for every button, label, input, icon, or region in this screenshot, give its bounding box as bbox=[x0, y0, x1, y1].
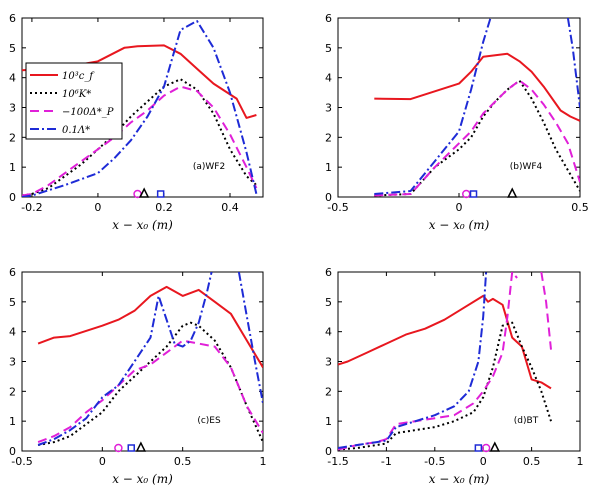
circle-marker bbox=[481, 443, 491, 453]
x-axis-label: x − x₀ (m) bbox=[429, 472, 490, 486]
legend-label: −100Δ*_P bbox=[62, 107, 114, 118]
k-line bbox=[37, 321, 263, 446]
x-tick-label: -0.5 bbox=[11, 455, 32, 468]
y-tick-label: 2 bbox=[9, 131, 16, 144]
y-tick-label: 2 bbox=[9, 385, 16, 398]
square-marker bbox=[127, 444, 136, 452]
legend-label: 10⁶K* bbox=[62, 89, 91, 100]
circle-marker bbox=[462, 189, 471, 199]
deltap-line bbox=[338, 272, 518, 451]
lambda-line bbox=[338, 272, 488, 449]
square-marker bbox=[469, 190, 478, 198]
x-tick-label: -0.2 bbox=[21, 201, 42, 214]
x-tick-label: 0.2 bbox=[155, 201, 173, 214]
y-tick-label: 6 bbox=[325, 266, 332, 279]
lambda-line bbox=[566, 18, 580, 108]
y-tick-label: 6 bbox=[9, 12, 16, 25]
x-tick-label: 0 bbox=[480, 455, 487, 468]
triangle-marker bbox=[489, 441, 501, 452]
y-tick-label: 6 bbox=[9, 266, 16, 279]
y-tick-label: 6 bbox=[325, 12, 332, 25]
legend: 10³c_f 10⁶K* −100Δ*_P 0.1Λ* bbox=[25, 62, 123, 140]
y-tick-label: 5 bbox=[325, 296, 332, 309]
cf-line bbox=[374, 52, 580, 122]
y-tick-label: 5 bbox=[325, 42, 332, 55]
y-tick-label: 1 bbox=[9, 161, 16, 174]
y-tick-label: 2 bbox=[325, 131, 332, 144]
x-axis-label: x − x₀ (m) bbox=[429, 218, 490, 232]
axes-frame bbox=[337, 17, 581, 198]
square-marker bbox=[156, 190, 165, 198]
x-tick-label: -0.5 bbox=[424, 455, 445, 468]
x-tick-label: 0 bbox=[456, 201, 463, 214]
y-tick-label: 3 bbox=[325, 356, 332, 369]
x-tick-label: 0.5 bbox=[523, 455, 541, 468]
x-axis-label: x − x₀ (m) bbox=[112, 472, 173, 486]
x-tick-label: -1 bbox=[381, 455, 392, 468]
y-tick-label: 2 bbox=[325, 385, 332, 398]
lambda-line bbox=[37, 272, 213, 446]
triangle-marker bbox=[135, 441, 147, 452]
k-line bbox=[22, 78, 258, 197]
y-tick-label: 1 bbox=[9, 415, 16, 428]
triangle-marker bbox=[138, 187, 150, 198]
x-tick-label: 0.5 bbox=[571, 201, 589, 214]
circle-marker bbox=[114, 443, 123, 453]
x-tick-label: 0 bbox=[99, 455, 106, 468]
x-tick-label: 0.5 bbox=[174, 455, 192, 468]
cf-line bbox=[338, 294, 552, 390]
y-tick-label: 3 bbox=[9, 102, 16, 115]
axes-frame bbox=[337, 271, 581, 452]
square-marker bbox=[474, 444, 483, 452]
lambda-line bbox=[237, 272, 263, 404]
y-tick-label: 4 bbox=[9, 326, 16, 339]
x-tick-label: 1 bbox=[577, 455, 584, 468]
y-tick-label: 4 bbox=[9, 72, 16, 85]
y-tick-label: 1 bbox=[325, 161, 332, 174]
cf-line bbox=[37, 285, 263, 369]
x-tick-label: 0 bbox=[94, 201, 101, 214]
legend-label: 0.1Λ* bbox=[62, 125, 90, 136]
deltap-line bbox=[37, 339, 263, 444]
x-tick-label: 1 bbox=[260, 455, 267, 468]
y-tick-label: 4 bbox=[325, 72, 332, 85]
x-axis-label: x − x₀ (m) bbox=[112, 218, 173, 232]
deltap-line bbox=[22, 85, 258, 197]
panel-annotation: (b)WF4 bbox=[510, 162, 543, 172]
k-line bbox=[374, 79, 580, 197]
panel-a: -0.2 0 0.2 0.4 0 1 2 3 4 5 6 x − x₀ (m) (a)WF2 bbox=[9, 12, 264, 232]
lambda-line bbox=[22, 20, 258, 197]
panel-annotation: (a)WF2 bbox=[193, 162, 225, 172]
y-tick-label: 0 bbox=[9, 445, 16, 458]
k-line bbox=[338, 321, 552, 451]
y-tick-label: 3 bbox=[325, 102, 332, 115]
y-tick-label: 0 bbox=[325, 445, 332, 458]
y-tick-label: 1 bbox=[325, 415, 332, 428]
legend-label: 10³c_f bbox=[62, 71, 95, 82]
x-tick-label: 0.4 bbox=[221, 201, 239, 214]
deltap-line bbox=[540, 272, 552, 350]
lambda-line bbox=[374, 18, 492, 195]
y-tick-label: 5 bbox=[9, 42, 16, 55]
deltap-line bbox=[374, 79, 580, 197]
panel-d: -1.5 -1 -0.5 0 0.5 1 0 1 2 3 4 5 6 x − x₀ (m) (d)BT bbox=[325, 266, 584, 486]
x-tick-label: -1.5 bbox=[327, 455, 348, 468]
x-tick-label: -0.5 bbox=[327, 201, 348, 214]
panel-annotation: (c)ES bbox=[197, 416, 221, 426]
y-tick-label: 0 bbox=[9, 191, 16, 204]
y-tick-label: 4 bbox=[325, 326, 332, 339]
y-tick-label: 0 bbox=[325, 191, 332, 204]
panel-annotation: (d)BT bbox=[514, 416, 539, 426]
y-tick-label: 5 bbox=[9, 296, 16, 309]
triangle-marker bbox=[507, 187, 518, 198]
y-tick-label: 3 bbox=[9, 356, 16, 369]
